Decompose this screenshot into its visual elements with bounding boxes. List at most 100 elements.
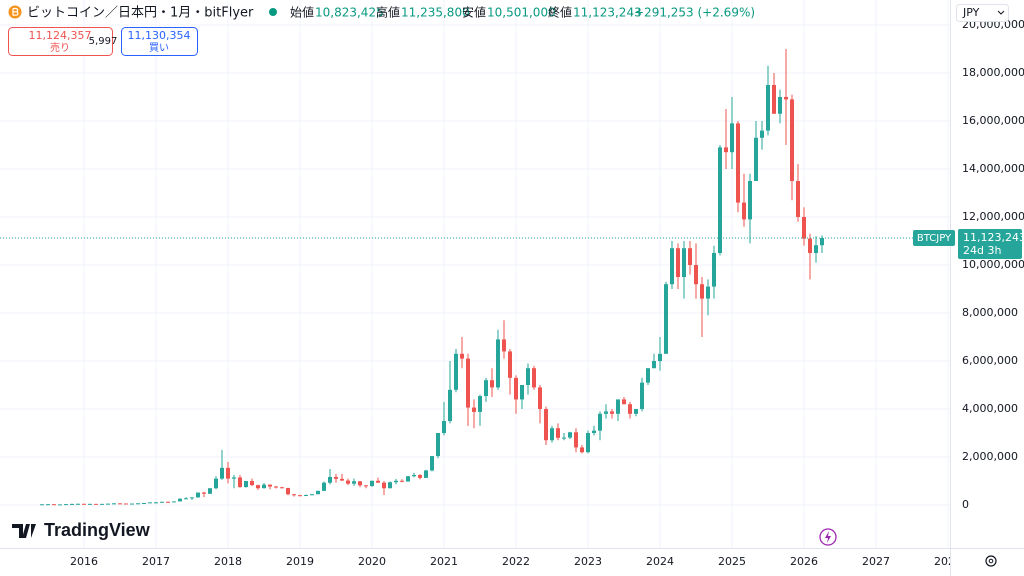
candle-body [568, 432, 572, 438]
y-tick-label: 16,000,000 [962, 114, 1024, 127]
currency-button[interactable] [956, 4, 1009, 22]
buy-price: 11,130,354 [128, 29, 191, 42]
event-glyph [825, 531, 831, 543]
candle-body [766, 84, 770, 131]
candle-body [148, 502, 152, 504]
currency: JPY [962, 6, 980, 19]
candle-body [592, 430, 596, 434]
candle-body [718, 147, 722, 253]
candle-body [208, 488, 212, 494]
candle-body [610, 411, 614, 414]
candle-body [538, 387, 542, 410]
candle-body [676, 248, 680, 278]
candle-body [106, 503, 110, 505]
ohlc-value: 11,123,243 [573, 6, 642, 20]
ohlc-label: 高値 [376, 5, 400, 20]
candle-body [58, 504, 62, 506]
candle-body [544, 409, 548, 441]
candle-body [772, 84, 776, 114]
candle-body [274, 486, 278, 488]
candle-body [160, 501, 164, 503]
ohlc-label: 始値 [290, 5, 314, 20]
candle-body [400, 480, 404, 482]
sell-button[interactable] [8, 27, 113, 56]
price-label: 11,123,243 [963, 231, 1024, 244]
x-tick-label: 2022 [502, 555, 530, 568]
y-tick-label: 4,000,000 [962, 402, 1018, 415]
candle-body [748, 180, 752, 220]
candle-body [526, 368, 530, 386]
x-tick-label: 2016 [70, 555, 98, 568]
candle-body [220, 467, 224, 479]
candle-body [742, 202, 746, 220]
candle-body [94, 503, 98, 505]
candle-body [352, 481, 356, 484]
candle-body [778, 96, 782, 114]
candle-body [196, 492, 200, 498]
candle-body [430, 456, 434, 471]
symbol-title[interactable]: ビットコイン／日本円・1月・bitFlyer [27, 6, 254, 21]
candle-body [388, 482, 392, 489]
candle-body [232, 477, 236, 479]
candle-body [814, 245, 818, 253]
candle-body [796, 180, 800, 217]
candle-body [40, 504, 44, 506]
candle-body [298, 495, 302, 497]
candle-body [520, 385, 524, 400]
candle-body [730, 123, 734, 153]
candle-body [292, 494, 296, 496]
candle-body [790, 99, 794, 181]
candle-body [658, 353, 662, 362]
candle-body [688, 248, 692, 265]
candle-body [112, 503, 116, 505]
ohlc-value: 11,235,800 [401, 6, 470, 20]
candle-body [334, 476, 338, 479]
candle-body [436, 433, 440, 457]
candle-body [736, 123, 740, 203]
logo-icon [12, 524, 36, 538]
candle-body [460, 353, 464, 359]
dropdown-arrow [997, 10, 1005, 15]
x-tick-label: 2018 [214, 555, 242, 568]
candle-body [448, 389, 452, 422]
y-tick-label: 18,000,000 [962, 66, 1024, 79]
candle-body [412, 475, 416, 477]
ohlc-label: 安値 [462, 5, 486, 20]
candle-body [664, 284, 668, 354]
candle-body [166, 501, 170, 503]
x-tick-label: 2026 [790, 555, 818, 568]
spread: 5,997 [89, 36, 118, 47]
candle-body [640, 382, 644, 410]
candle-body [802, 216, 806, 239]
candle-body [286, 487, 290, 495]
ohlc-value: 10,501,000 [487, 6, 556, 20]
candle-body [574, 432, 578, 448]
candle-body [586, 433, 590, 453]
buy-button[interactable] [121, 27, 198, 56]
x-tick-label: 2023 [574, 555, 602, 568]
candle-body [256, 485, 260, 489]
candle-body [64, 504, 68, 506]
candle-body [532, 368, 536, 388]
candle-body [424, 470, 428, 478]
candle-body [328, 476, 332, 483]
candle-body [280, 487, 284, 489]
candle-body [562, 437, 566, 439]
candle-body [682, 248, 686, 278]
settings-icon[interactable] [985, 555, 997, 567]
candle-body [634, 409, 638, 414]
candle-body [616, 399, 620, 414]
candle-body [136, 503, 140, 505]
candle-body [550, 428, 554, 441]
sell-label: 売り [50, 41, 70, 54]
x-tick-label: 2024 [646, 555, 674, 568]
candle-body [70, 503, 74, 505]
symbol-tag-box [913, 230, 955, 247]
price-label-box [958, 229, 1022, 260]
x-tick-label: 2025 [718, 555, 746, 568]
candle-body [484, 380, 488, 397]
candle-body [514, 377, 518, 400]
candle-body [712, 252, 716, 287]
y-tick-label: 6,000,000 [962, 354, 1018, 367]
